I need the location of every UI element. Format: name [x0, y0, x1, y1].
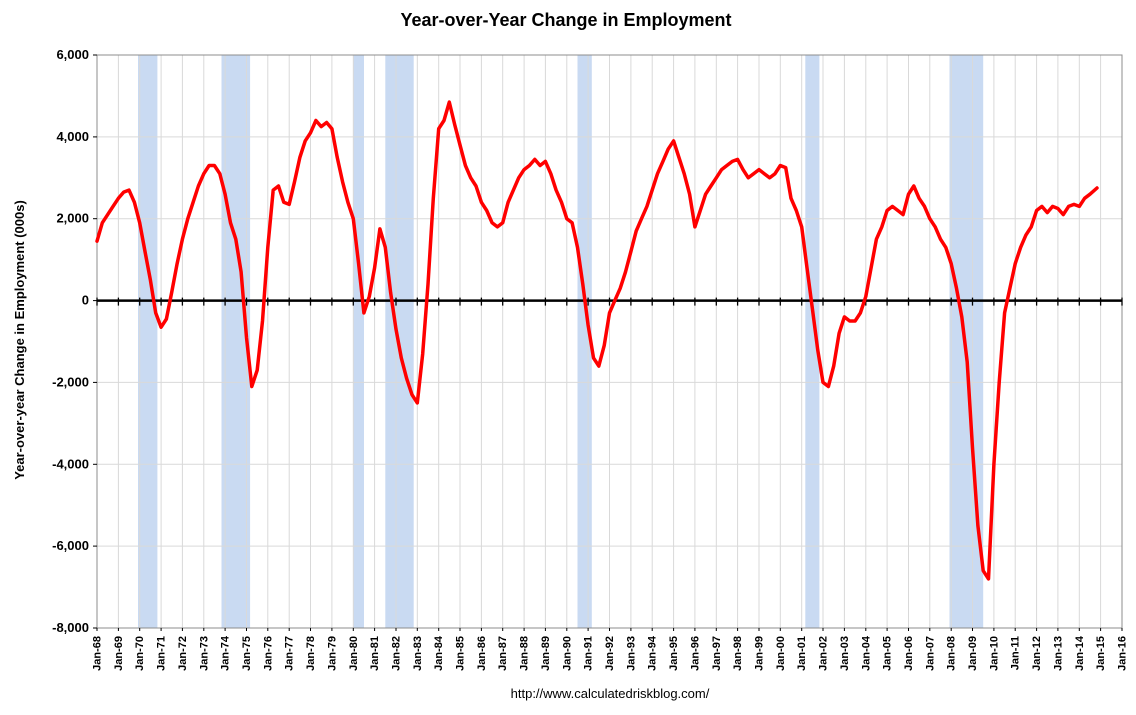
x-axis-tick-label: Jan-69 [113, 636, 125, 671]
x-axis-tick-label: Jan-80 [348, 636, 360, 671]
chart-title: Year-over-Year Change in Employment [400, 10, 731, 30]
x-axis-tick-label: Jan-96 [689, 636, 701, 671]
x-axis-tick-label: Jan-90 [561, 636, 573, 671]
y-axis-tick-label: 6,000 [56, 47, 89, 62]
footer-url: http://www.calculatedriskblog.com/ [511, 686, 710, 701]
y-axis-tick-label: -2,000 [52, 374, 89, 389]
x-axis-tick-label: Jan-10 [988, 636, 1000, 671]
plot-area: 6,000 4,000 2,000 0 -2,000 -4,000 -6,000 -8,000… [52, 47, 1128, 671]
employment-yoy-line [95, 100, 1099, 581]
x-axis-tick-label: Jan-95 [668, 636, 680, 671]
x-axis-tick-label: Jan-15 [1095, 636, 1107, 671]
recession-band [353, 55, 364, 628]
x-axis-tick-label: Jan-12 [1031, 636, 1043, 671]
y-axis-tick-label: 2,000 [56, 211, 89, 226]
y-axis-tick-label: -6,000 [52, 538, 89, 553]
x-axis-tick-label: Jan-03 [839, 636, 851, 671]
x-axis-tick-label: Jan-74 [220, 635, 232, 671]
x-axis-tick-label: Jan-81 [369, 636, 381, 671]
y-axis-title: Year-over-year Change in Employment (000… [12, 200, 27, 480]
x-axis-tick-label: Jan-71 [156, 636, 168, 671]
x-axis-tick-label: Jan-83 [412, 636, 424, 671]
x-axis-tick-label: Jan-02 [818, 636, 830, 671]
x-axis-tick-label: Jan-91 [583, 636, 595, 671]
x-axis-tick-label: Jan-89 [540, 636, 552, 671]
x-axis-tick-label: Jan-16 [1117, 636, 1129, 671]
x-axis-tick-label: Jan-97 [711, 636, 723, 671]
x-axis-tick-label: Jan-75 [241, 636, 253, 671]
x-axis-tick-label: Jan-06 [903, 636, 915, 671]
x-axis-tick-label: Jan-70 [134, 636, 146, 671]
x-axis-tick-label: Jan-77 [284, 636, 296, 671]
y-axis-tick-label: 4,000 [56, 129, 89, 144]
x-axis-tick-label: Jan-76 [262, 636, 274, 671]
x-axis-tick-label: Jan-87 [497, 636, 509, 671]
x-axis-tick-label: Jan-08 [946, 636, 958, 671]
x-axis-tick-label: Jan-79 [326, 636, 338, 671]
x-axis-tick-label: Jan-84 [433, 635, 445, 671]
x-axis-tick-label: Jan-14 [1074, 635, 1086, 671]
x-axis-tick-label: Jan-73 [198, 636, 210, 671]
recession-band [805, 55, 820, 628]
x-axis-tick-label: Jan-93 [625, 636, 637, 671]
y-axis-tick-label: -4,000 [52, 456, 89, 471]
x-axis-tick-label: Jan-00 [775, 636, 787, 671]
x-axis-tick-label: Jan-94 [647, 635, 659, 671]
x-axis-tick-label: Jan-99 [754, 636, 766, 671]
x-axis-tick-label: Jan-98 [732, 636, 744, 671]
recession-band [138, 55, 158, 628]
x-axis-tick-label: Jan-92 [604, 636, 616, 671]
x-axis-tick-label: Jan-13 [1052, 636, 1064, 671]
x-axis-tick-label: Jan-11 [1010, 636, 1022, 670]
x-axis-tick-label: Jan-09 [967, 636, 979, 671]
x-axis-tick-label: Jan-78 [305, 636, 317, 671]
x-axis-tick-label: Jan-01 [796, 636, 808, 671]
x-axis-tick-label: Jan-68 [92, 636, 104, 671]
x-axis-tick-label: Jan-07 [924, 636, 936, 671]
y-axis-tick-label: 0 [82, 293, 89, 308]
x-axis-tick-label: Jan-05 [882, 636, 894, 671]
x-axis-tick-label: Jan-04 [860, 635, 872, 671]
x-axis-tick-label: Jan-88 [519, 636, 531, 671]
y-axis-tick-label: -8,000 [52, 620, 89, 635]
x-axis-tick-label: Jan-82 [391, 636, 403, 671]
x-axis-tick-label: Jan-85 [455, 636, 467, 671]
x-axis-tick-label: Jan-72 [177, 636, 189, 671]
x-axis-tick-label: Jan-86 [476, 636, 488, 671]
